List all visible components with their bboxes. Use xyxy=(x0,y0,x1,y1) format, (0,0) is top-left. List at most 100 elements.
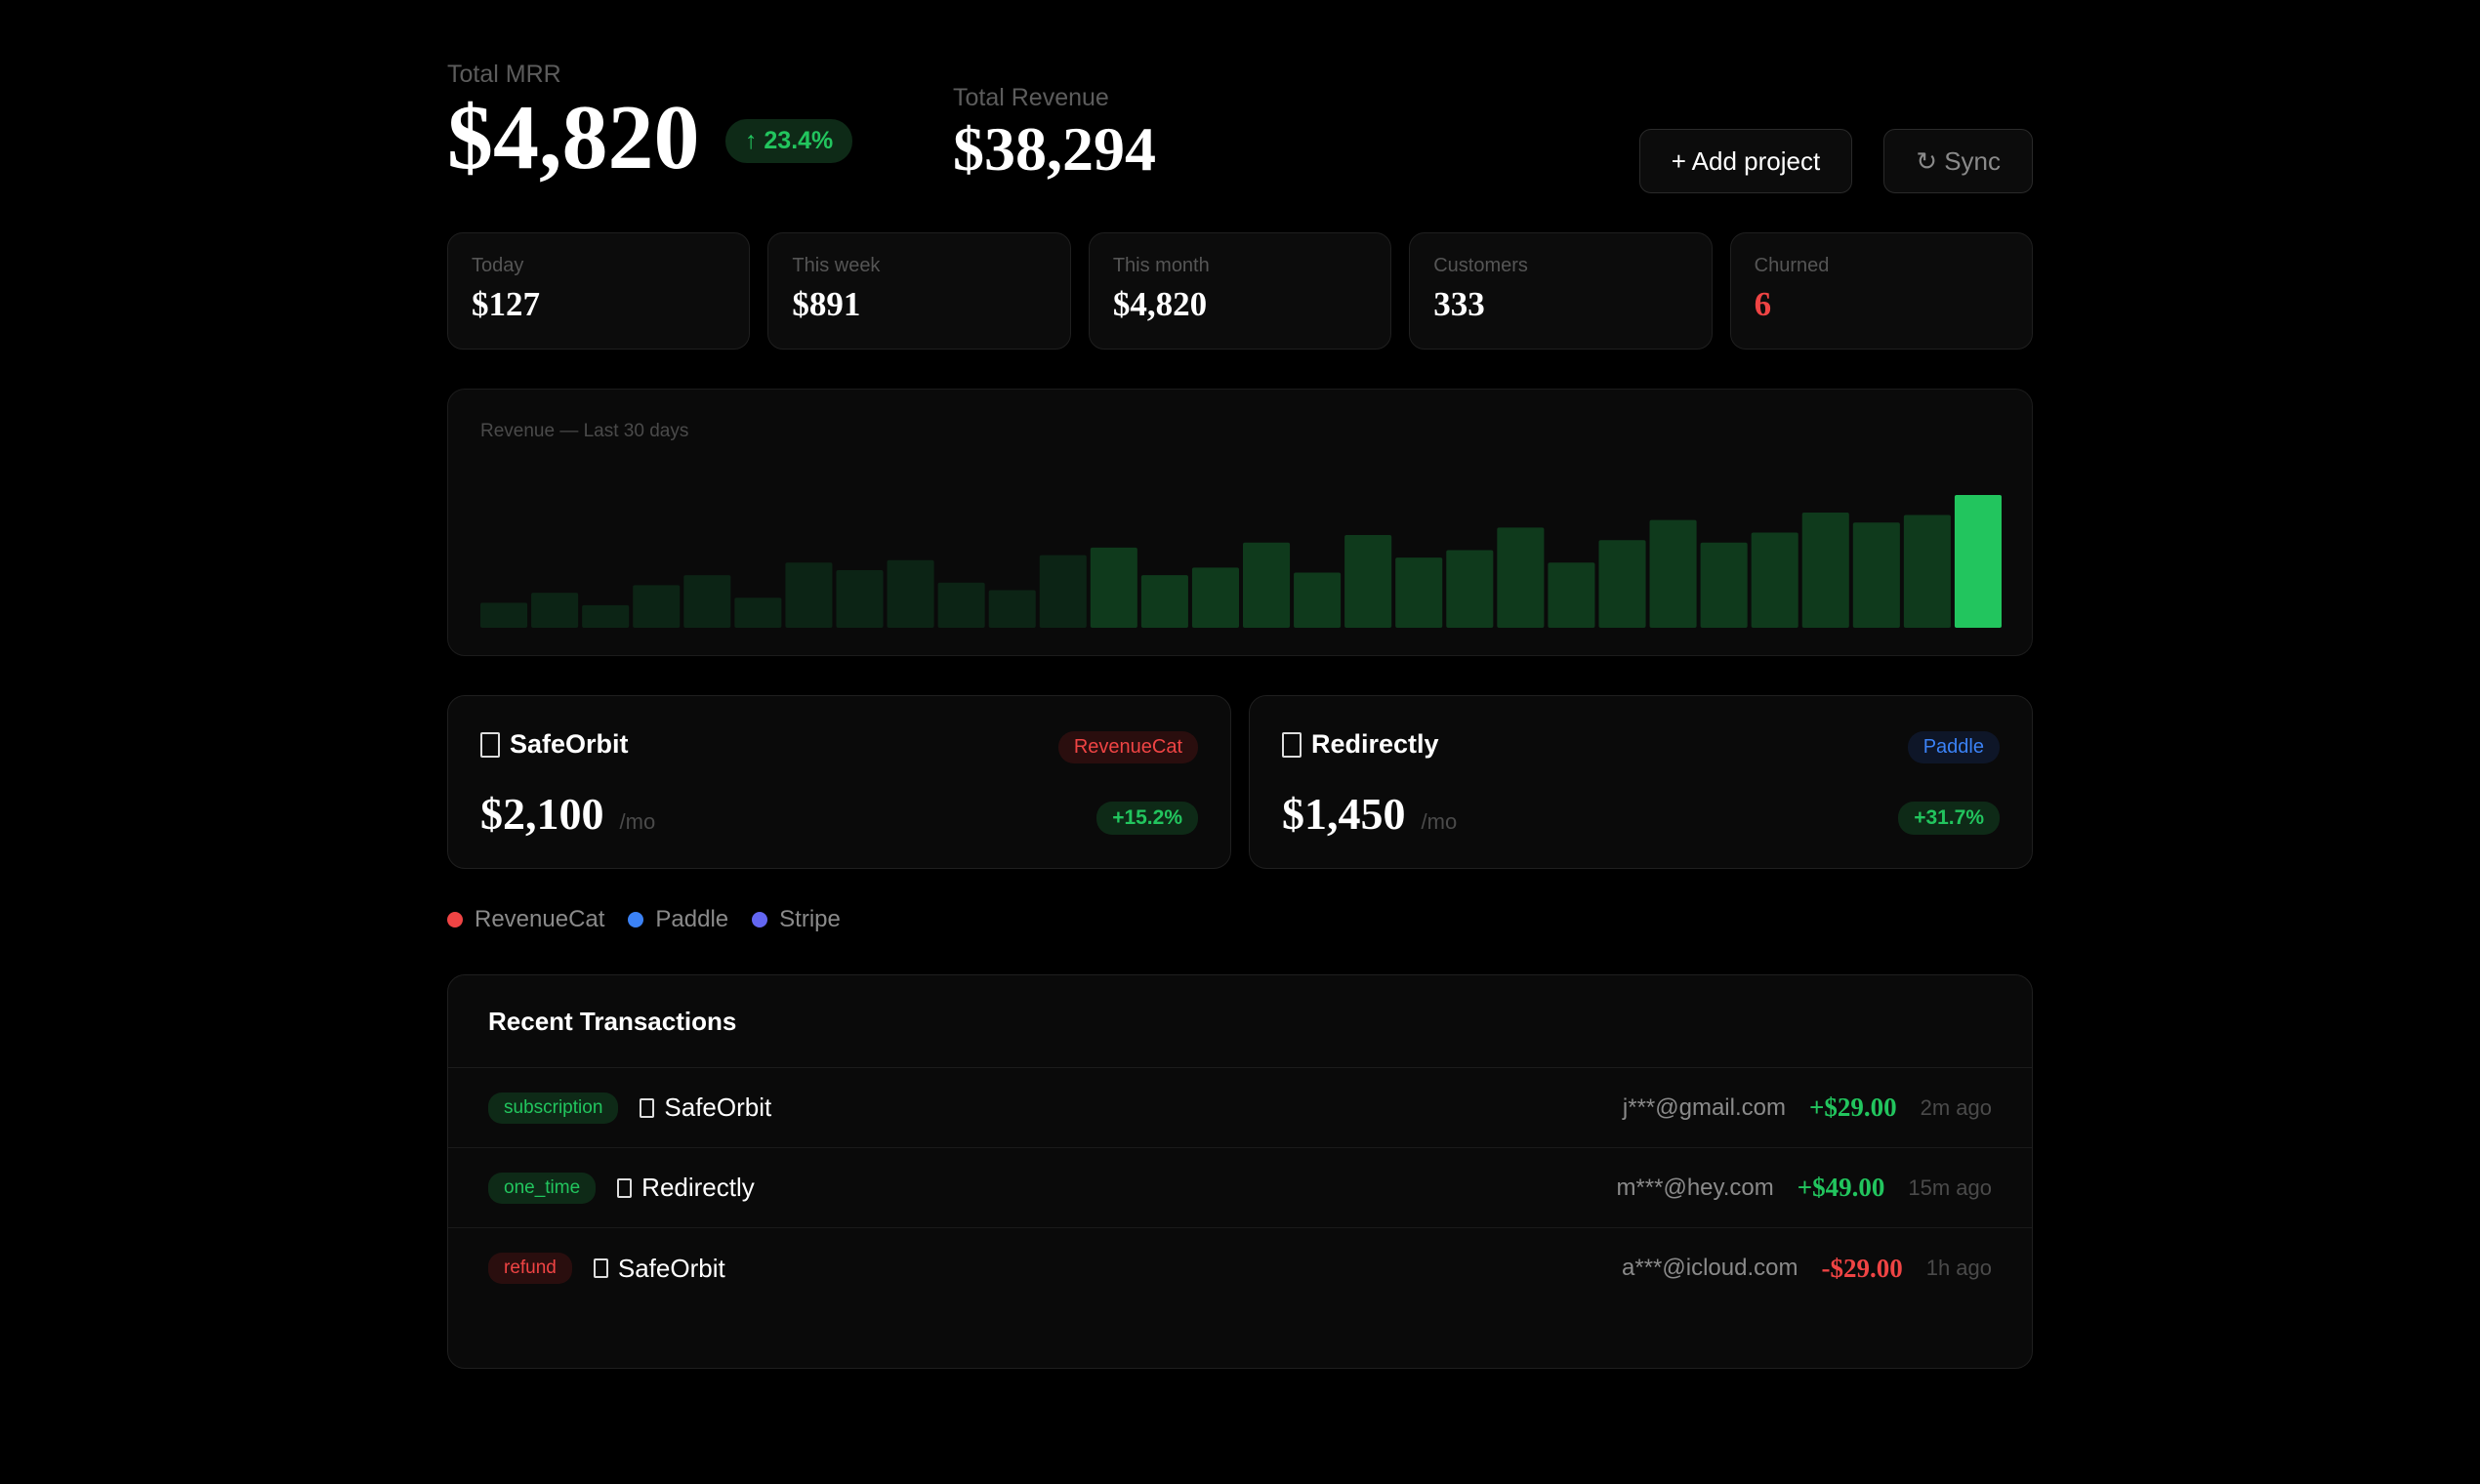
chart-bar xyxy=(1598,540,1646,628)
stat-label: Customers xyxy=(1433,255,1528,276)
stats-row: Today $127 This week $891 This month $4,… xyxy=(447,232,2034,350)
project-card-redirectly[interactable]: Redirectly Paddle $1,450 /mo +31.7% xyxy=(1249,695,2033,869)
stat-value: $127 xyxy=(472,285,540,323)
transaction-project: SafeOrbit xyxy=(593,1254,725,1284)
chart-title: Revenue — Last 30 days xyxy=(480,421,689,441)
chart-bar xyxy=(1191,567,1239,628)
mrr-value: $4,820 xyxy=(447,87,700,188)
project-amount-row: $2,100 /mo xyxy=(480,788,655,840)
legend-item-paddle: Paddle xyxy=(628,906,728,933)
chart-bar xyxy=(1446,550,1494,628)
transaction-project: SafeOrbit xyxy=(640,1092,771,1123)
project-amount: $2,100 xyxy=(480,789,604,839)
stat-value: 6 xyxy=(1754,285,1772,323)
table-row[interactable]: one_time Redirectly m***@hey.com +$49.00… xyxy=(448,1148,2032,1228)
transaction-project-name: Redirectly xyxy=(641,1173,755,1202)
revenue-label: Total Revenue xyxy=(953,84,1109,111)
chart-bar xyxy=(1649,519,1697,628)
chart-bar xyxy=(683,575,731,628)
provider-badge: RevenueCat xyxy=(1057,731,1198,763)
chart-bar xyxy=(1140,575,1188,628)
project-unit: /mo xyxy=(1421,809,1458,834)
revenue-block: Total Revenue $38,294 xyxy=(953,84,1156,186)
transaction-amount: +$29.00 xyxy=(1808,1092,1897,1122)
legend-label: Paddle xyxy=(655,906,729,932)
chart-bar xyxy=(1090,547,1137,628)
revenue-bar-chart xyxy=(480,495,2002,628)
stat-card-churned: Churned 6 xyxy=(1729,232,2034,350)
legend-label: RevenueCat xyxy=(475,906,605,932)
chart-bar xyxy=(1294,572,1342,628)
chart-bar xyxy=(1954,495,2002,628)
phone-icon xyxy=(640,1097,655,1118)
legend-label: Stripe xyxy=(779,906,841,932)
phone-icon xyxy=(593,1258,608,1278)
mrr-block: Total MRR $4,820 ↑ 23.4% xyxy=(447,61,853,188)
stat-card-week: This week $891 xyxy=(767,232,1071,350)
phone-icon xyxy=(617,1177,633,1198)
transaction-time: 1h ago xyxy=(1925,1256,1992,1280)
chart-bar xyxy=(1751,532,1798,628)
chart-bar xyxy=(1852,522,1900,628)
project-name: Redirectly xyxy=(1311,729,1439,759)
chart-bar xyxy=(734,598,782,628)
chart-bar xyxy=(887,559,934,628)
provider-legend: RevenueCat Paddle Stripe xyxy=(447,906,841,933)
transactions-card: Recent Transactions subscription SafeOrb… xyxy=(447,974,2033,1369)
transaction-type-badge: subscription xyxy=(488,1092,619,1124)
project-header: SafeOrbit xyxy=(480,729,1198,760)
project-growth-badge: +31.7% xyxy=(1898,802,2000,835)
chart-bar xyxy=(1801,512,1849,628)
transaction-email: m***@hey.com xyxy=(1616,1174,1774,1201)
stat-label: This week xyxy=(792,255,881,276)
project-name: SafeOrbit xyxy=(510,729,629,759)
transaction-email: j***@gmail.com xyxy=(1622,1093,1786,1121)
table-row[interactable]: subscription SafeOrbit j***@gmail.com +$… xyxy=(448,1068,2032,1148)
revenue-chart-card: Revenue — Last 30 days xyxy=(447,389,2033,656)
transaction-time: 15m ago xyxy=(1908,1175,1992,1200)
stat-card-customers: Customers 333 xyxy=(1409,232,1713,350)
sync-button[interactable]: ↻ Sync xyxy=(1883,129,2033,193)
project-amount: $1,450 xyxy=(1282,789,1406,839)
stat-label: This month xyxy=(1112,255,1210,276)
chart-bar xyxy=(1497,527,1545,628)
chart-bar xyxy=(1344,535,1392,628)
dashboard: Total MRR $4,820 ↑ 23.4% Total Revenue $… xyxy=(447,61,2034,1369)
stat-label: Today xyxy=(472,255,524,276)
transaction-amount: +$49.00 xyxy=(1797,1173,1885,1202)
projects-row: SafeOrbit RevenueCat $2,100 /mo +15.2% R… xyxy=(447,695,2033,869)
project-card-safeorbit[interactable]: SafeOrbit RevenueCat $2,100 /mo +15.2% xyxy=(447,695,1231,869)
chart-bar xyxy=(1903,515,1951,628)
chart-bar xyxy=(633,585,681,628)
legend-item-revenuecat: RevenueCat xyxy=(447,906,604,933)
transaction-details: a***@icloud.com -$29.00 1h ago xyxy=(1622,1254,1992,1284)
legend-dot xyxy=(628,912,644,928)
transaction-details: m***@hey.com +$49.00 15m ago xyxy=(1616,1173,1992,1203)
chart-bar xyxy=(582,604,630,628)
chart-bar xyxy=(1395,557,1443,628)
chart-bar xyxy=(1548,562,1595,628)
phone-icon xyxy=(1282,731,1302,758)
transaction-type-badge: one_time xyxy=(488,1172,597,1204)
chart-bar xyxy=(836,569,884,628)
chart-bar xyxy=(480,602,528,628)
transaction-time: 2m ago xyxy=(1920,1094,1992,1120)
chart-bar xyxy=(1243,542,1291,628)
transactions-title: Recent Transactions xyxy=(448,975,2032,1068)
stat-card-today: Today $127 xyxy=(447,232,751,350)
transaction-project-name: SafeOrbit xyxy=(664,1092,772,1122)
stat-value: $4,820 xyxy=(1112,285,1208,323)
transaction-type-badge: refund xyxy=(488,1253,572,1284)
chart-bar xyxy=(988,590,1036,628)
add-project-button[interactable]: + Add project xyxy=(1638,129,1853,193)
legend-item-stripe: Stripe xyxy=(752,906,841,933)
provider-badge: Paddle xyxy=(1907,731,2000,763)
table-row[interactable]: refund SafeOrbit a***@icloud.com -$29.00… xyxy=(448,1228,2032,1308)
transaction-details: j***@gmail.com +$29.00 2m ago xyxy=(1623,1092,1992,1123)
legend-dot xyxy=(447,912,463,928)
chart-bar xyxy=(531,593,579,628)
stat-card-month: This month $4,820 xyxy=(1088,232,1392,350)
project-header: Redirectly xyxy=(1282,729,2000,760)
chart-bar xyxy=(937,582,985,628)
phone-icon xyxy=(480,731,500,758)
